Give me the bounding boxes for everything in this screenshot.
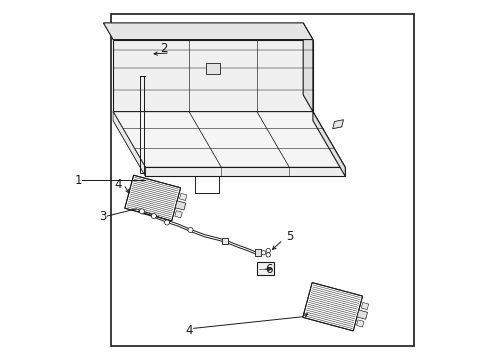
Circle shape xyxy=(187,228,193,233)
Circle shape xyxy=(151,213,156,219)
Polygon shape xyxy=(205,63,220,74)
Circle shape xyxy=(265,248,270,253)
Polygon shape xyxy=(113,112,145,176)
Circle shape xyxy=(261,251,265,255)
Polygon shape xyxy=(145,167,345,176)
Polygon shape xyxy=(302,283,362,331)
Circle shape xyxy=(265,253,270,257)
Polygon shape xyxy=(175,201,185,210)
Polygon shape xyxy=(113,40,312,112)
Text: 3: 3 xyxy=(99,210,106,222)
Text: 4: 4 xyxy=(184,324,192,337)
Bar xyxy=(257,262,274,275)
Text: 6: 6 xyxy=(264,263,272,276)
Polygon shape xyxy=(356,310,367,319)
Circle shape xyxy=(139,209,144,214)
Circle shape xyxy=(164,220,169,225)
Polygon shape xyxy=(332,120,343,129)
Polygon shape xyxy=(113,112,345,167)
Polygon shape xyxy=(361,302,368,310)
Bar xyxy=(111,14,413,346)
Text: 4: 4 xyxy=(114,178,122,191)
Text: 5: 5 xyxy=(285,230,293,243)
Polygon shape xyxy=(179,193,186,201)
Bar xyxy=(222,238,227,244)
Polygon shape xyxy=(356,320,363,327)
Polygon shape xyxy=(312,112,345,176)
Polygon shape xyxy=(303,23,312,112)
Text: 1: 1 xyxy=(74,174,82,186)
Polygon shape xyxy=(103,23,312,40)
Polygon shape xyxy=(113,121,345,176)
Bar xyxy=(254,249,261,256)
Polygon shape xyxy=(175,211,182,218)
Polygon shape xyxy=(124,175,180,221)
Text: 2: 2 xyxy=(160,42,167,55)
